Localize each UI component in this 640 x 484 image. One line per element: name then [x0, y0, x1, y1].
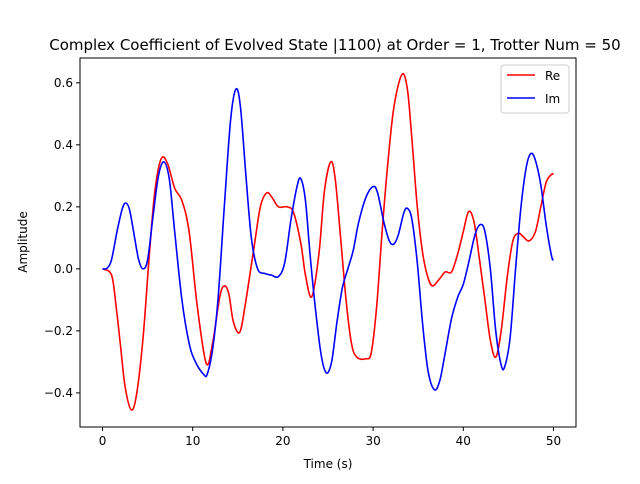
y-tick-label: 0.0 [54, 262, 73, 276]
x-tick-label: 0 [99, 434, 107, 448]
y-axis: −0.4 −0.2 0.0 0.2 0.4 0.6 [44, 76, 80, 400]
y-axis-label: Amplitude [16, 211, 30, 273]
y-tick-label: 0.6 [54, 76, 73, 90]
y-tick-label: 0.2 [54, 200, 73, 214]
legend-box [500, 64, 570, 114]
x-axis: 0 10 20 30 40 50 [99, 427, 561, 448]
series-layer [102, 72, 555, 411]
series-line-re [102, 72, 554, 411]
legend-label-im: Im [545, 92, 560, 106]
y-tick-label: −0.4 [44, 386, 73, 400]
x-tick-label: 30 [365, 434, 380, 448]
x-axis-label: Time (s) [303, 457, 353, 471]
y-tick-label: 0.4 [54, 138, 73, 152]
x-tick-label: 20 [275, 434, 290, 448]
legend: Re Im [500, 64, 570, 114]
series-line-im [102, 87, 555, 391]
plot-frame [79, 57, 577, 428]
chart-title: Complex Coefficient of Evolved State |11… [49, 36, 620, 54]
y-tick-label: −0.2 [44, 324, 73, 338]
x-tick-label: 40 [456, 434, 471, 448]
x-tick-label: 10 [185, 434, 200, 448]
legend-label-re: Re [545, 69, 560, 83]
x-tick-label: 50 [546, 434, 561, 448]
